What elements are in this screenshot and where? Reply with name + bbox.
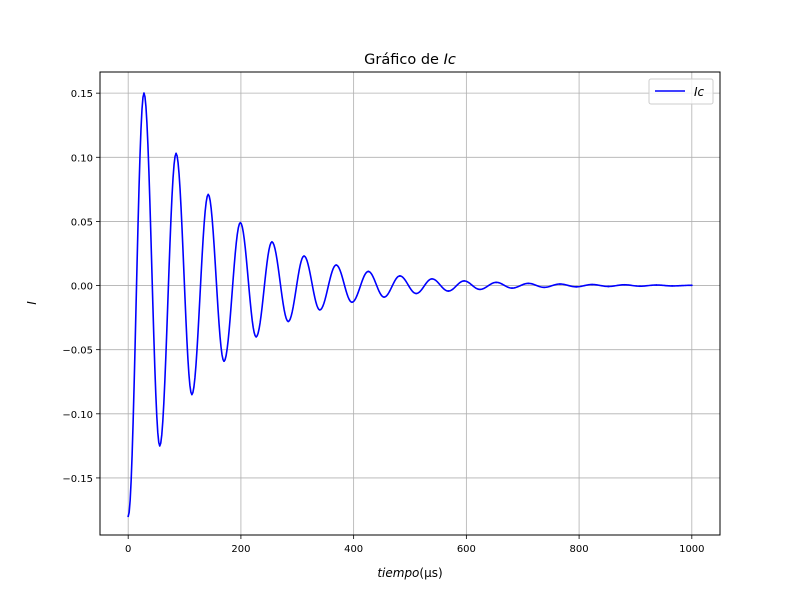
data-point xyxy=(318,309,321,311)
x-axis-ticks: 0 200 400 600 800 1000 xyxy=(125,535,705,555)
data-point xyxy=(639,285,641,288)
x-tick-label: 800 xyxy=(570,544,589,555)
data-point xyxy=(575,285,578,288)
data-point xyxy=(543,286,546,289)
data-point xyxy=(175,152,177,155)
legend: Ic xyxy=(648,78,714,105)
legend-entry-label: Ic xyxy=(694,85,705,99)
y-axis-ticks: −0.15 −0.10 −0.05 0.00 0.05 0.10 0.15 xyxy=(62,89,100,485)
series-line-ic xyxy=(127,92,692,517)
data-point xyxy=(383,296,385,298)
data-point xyxy=(271,241,273,243)
data-point xyxy=(207,193,210,196)
data-point xyxy=(223,360,225,363)
data-point xyxy=(287,320,290,323)
data-point xyxy=(303,255,305,257)
chart-title: Gráfico de Ic xyxy=(364,52,456,68)
y-axis-label: I xyxy=(25,301,39,305)
x-axis-label: tiempo(μs) xyxy=(377,566,442,580)
data-point xyxy=(335,264,338,266)
data-point xyxy=(671,285,673,287)
data-point xyxy=(239,221,242,224)
data-point xyxy=(607,285,610,288)
x-tick-label: 1000 xyxy=(679,544,704,555)
data-point xyxy=(190,393,193,396)
data-point xyxy=(367,270,370,273)
data-point xyxy=(559,283,561,285)
x-tick-label: 200 xyxy=(231,544,250,555)
data-point xyxy=(415,292,418,295)
y-tick-label: 0.00 xyxy=(71,282,93,293)
data-point xyxy=(127,515,130,518)
data-point xyxy=(655,284,658,286)
data-point xyxy=(495,281,498,284)
y-tick-label: −0.15 xyxy=(62,474,93,485)
data-point xyxy=(478,288,481,291)
y-tick-label: −0.05 xyxy=(62,346,93,357)
y-tick-label: 0.10 xyxy=(71,153,93,164)
data-point xyxy=(255,335,258,338)
data-point xyxy=(447,290,450,292)
x-tick-label: 400 xyxy=(344,544,363,555)
data-point xyxy=(591,283,593,286)
series-layer xyxy=(127,92,693,518)
data-point xyxy=(431,277,433,280)
data-point xyxy=(690,284,693,287)
y-tick-label: −0.10 xyxy=(62,410,93,421)
x-tick-label: 600 xyxy=(457,544,476,555)
plot-frame xyxy=(99,71,721,536)
data-point xyxy=(463,280,466,282)
data-point xyxy=(158,444,161,447)
data-point xyxy=(623,283,626,286)
x-tick-label: 0 xyxy=(125,544,131,555)
data-point xyxy=(527,282,530,285)
data-point xyxy=(143,92,145,95)
data-point xyxy=(511,287,513,290)
y-tick-label: 0.15 xyxy=(71,89,93,100)
data-point xyxy=(398,275,401,277)
y-tick-label: 0.05 xyxy=(71,217,93,228)
data-point xyxy=(351,301,353,304)
